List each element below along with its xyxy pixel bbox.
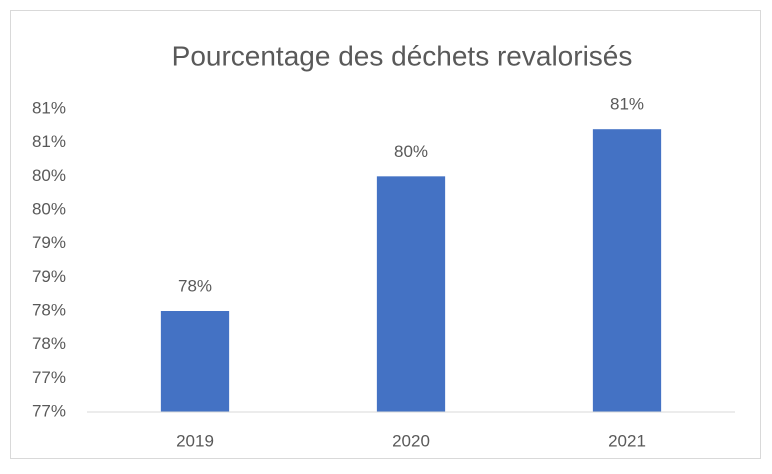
data-label: 80% [394, 142, 428, 161]
y-tick-label: 78% [32, 300, 66, 319]
y-tick-label: 80% [32, 199, 66, 218]
y-tick-label: 78% [32, 334, 66, 353]
x-tick-label: 2019 [176, 431, 214, 450]
x-tick-label: 2021 [608, 431, 646, 450]
y-tick-label: 79% [32, 267, 66, 286]
data-label: 78% [178, 276, 212, 295]
y-tick-label: 79% [32, 233, 66, 252]
chart-title: Pourcentage des déchets revalorisés [172, 40, 633, 71]
y-tick-label: 77% [32, 401, 66, 420]
y-tick-label: 81% [32, 98, 66, 117]
bar [160, 311, 230, 412]
bar [592, 129, 662, 412]
bar [376, 176, 446, 412]
y-tick-label: 81% [32, 132, 66, 151]
y-tick-label: 77% [32, 368, 66, 387]
y-tick-label: 80% [32, 166, 66, 185]
data-label: 81% [610, 95, 644, 114]
x-tick-label: 2020 [392, 431, 430, 450]
